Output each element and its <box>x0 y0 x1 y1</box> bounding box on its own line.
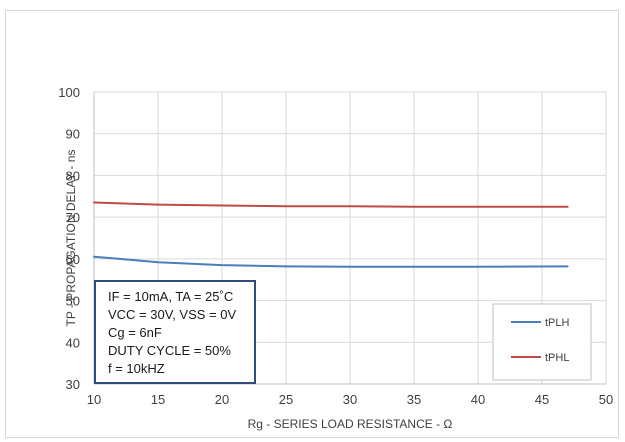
x-tick-label: 10 <box>87 392 101 407</box>
y-tick-label: 80 <box>66 168 80 183</box>
x-tick-label: 15 <box>151 392 165 407</box>
legend-label-tphl: tPHL <box>545 352 569 364</box>
x-tick-label: 40 <box>471 392 485 407</box>
condition-line: Cg = 6nF <box>108 325 162 340</box>
y-tick-label: 50 <box>66 294 80 309</box>
y-tick-label: 40 <box>66 335 80 350</box>
x-axis-title: Rg - SERIES LOAD RESISTANCE - Ω <box>248 417 453 431</box>
series-line-tplh <box>93 255 569 268</box>
condition-line: DUTY CYCLE = 50% <box>108 343 231 358</box>
condition-line: VCC = 30V, VSS = 0V <box>108 307 237 322</box>
condition-line: f = 10kHZ <box>108 361 165 376</box>
tick-labels: 10 15 20 25 30 35 40 45 50 30 40 50 60 70 80 90 100 <box>58 85 613 407</box>
y-tick-label: 90 <box>66 127 80 142</box>
y-tick-label: 70 <box>66 210 80 225</box>
x-tick-label: 35 <box>407 392 421 407</box>
series-line-tphl <box>93 201 569 208</box>
x-tick-label: 30 <box>343 392 357 407</box>
test-conditions-box: IF = 10mA, TA = 25˚C VCC = 30V, VSS = 0V… <box>94 280 256 384</box>
condition-line: IF = 10mA, TA = 25˚C <box>108 289 234 304</box>
x-tick-label: 25 <box>279 392 293 407</box>
legend-label-tplh: tPLH <box>545 317 570 329</box>
legend: tPLH tPHL <box>492 303 592 381</box>
y-tick-label: 30 <box>66 377 80 392</box>
x-tick-label: 50 <box>599 392 613 407</box>
y-axis-title: TP - PROPAGATION DELAY - ns <box>64 150 78 327</box>
x-tick-label: 20 <box>215 392 229 407</box>
y-tick-label: 100 <box>58 85 80 100</box>
y-tick-label: 60 <box>66 252 80 267</box>
x-tick-label: 45 <box>535 392 549 407</box>
series-lines <box>93 201 569 268</box>
